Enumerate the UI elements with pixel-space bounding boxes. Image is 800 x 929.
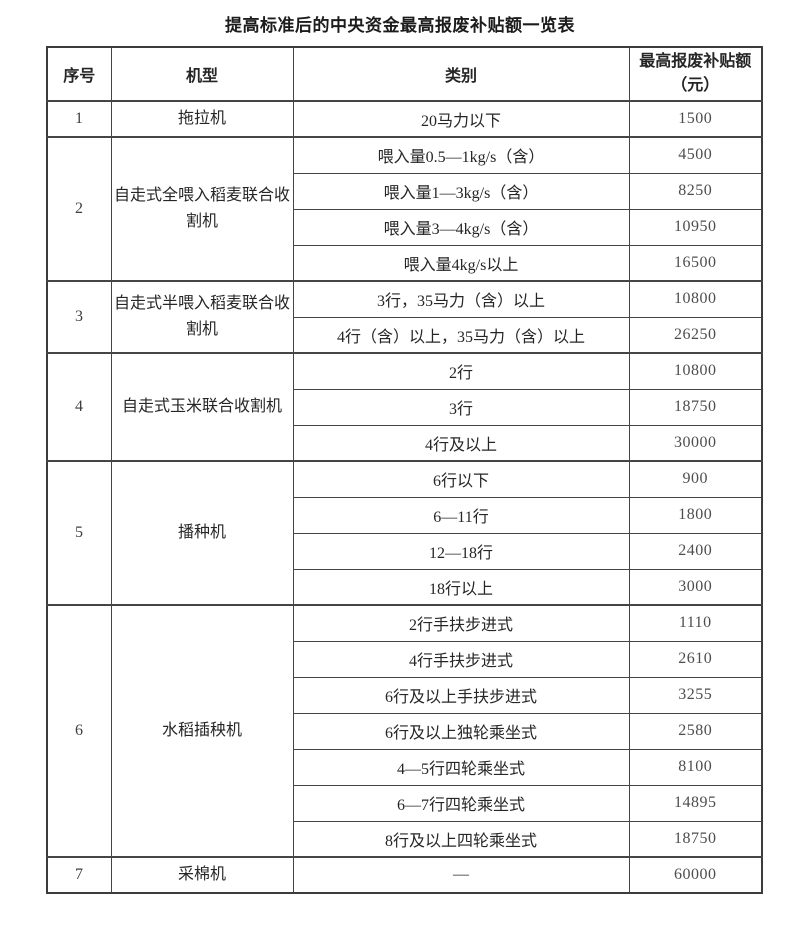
header-cell-serial: 序号 [46,46,112,102]
table-row: 3行 18750 [47,388,763,426]
category-cell: 4行及以上 [292,424,630,462]
amount-cell: 2580 [628,712,763,750]
amount-cell: 26250 [628,316,763,354]
amount-cell: 8100 [628,748,763,786]
table-row: 4行（含）以上，35马力（含）以上 26250 [47,316,763,354]
machine-type-cell: 采棉机 [110,856,294,894]
table-row: 6行及以上手扶步进式 3255 [47,676,763,714]
table-row: 6—11行 1800 [47,496,763,534]
amount-cell: 4500 [628,136,763,174]
machine-type-cell: 自走式玉米联合收割机 [110,352,294,462]
table-row: 4行及以上 30000 [47,424,763,462]
amount-cell: 3000 [628,568,763,606]
category-cell: 3行 [292,388,630,426]
table-row: 8行及以上四轮乘坐式 18750 [47,820,763,858]
amount-cell: 3255 [628,676,763,714]
category-cell: 6行以下 [292,460,630,498]
category-cell: 4行手扶步进式 [292,640,630,678]
table-row: 12—18行 2400 [47,532,763,570]
amount-cell: 30000 [628,424,763,462]
serial-number-cell: 7 [46,856,112,894]
table-row: 6行及以上独轮乘坐式 2580 [47,712,763,750]
machine-type-cell: 播种机 [110,460,294,606]
category-cell: 喂入量0.5—1kg/s（含） [292,136,630,174]
amount-cell: 16500 [628,244,763,282]
table-row: 喂入量4kg/s以上 16500 [47,244,763,282]
serial-number-cell: 4 [46,352,112,462]
table-row: 5 播种机 6行以下 900 [46,460,763,606]
table-row: 6 水稻插秧机 2行手扶步进式 1110 [46,604,763,858]
machine-type-cell: 自走式半喂入稻麦联合收割机 [110,280,294,354]
amount-cell: 900 [628,460,763,498]
table-row: 3 自走式半喂入稻麦联合收割机 3行，35马力（含）以上 10800 [46,280,763,354]
amount-cell: 14895 [628,784,763,822]
category-cell: 2行 [292,352,630,390]
amount-cell: 1500 [628,100,763,138]
category-cell: 12—18行 [292,532,630,570]
table-row: 18行以上 3000 [47,568,763,606]
subsidy-table: 序号 机型 类别 最高报废补贴额（元） 1 拖拉机 20马力以下 1500 2 自走式全喂… [46,46,763,894]
serial-number-cell: 1 [46,100,112,138]
category-cell: 6行及以上手扶步进式 [292,676,630,714]
serial-number-cell: 2 [46,136,112,282]
serial-number-cell: 5 [46,460,112,606]
amount-cell: 1110 [628,604,763,642]
table-row: 6—7行四轮乘坐式 14895 [47,784,763,822]
table-row: 4—5行四轮乘坐式 8100 [47,748,763,786]
amount-cell: 10800 [628,352,763,390]
amount-cell: 18750 [628,388,763,426]
machine-type-cell: 水稻插秧机 [110,604,294,858]
page-title: 提高标准后的中央资金最高报废补贴额一览表 [225,16,575,35]
amount-cell: 2610 [628,640,763,678]
table-row: 7 采棉机 —60000 [46,856,763,894]
category-cell: 3行，35马力（含）以上 [292,280,630,318]
category-cell: 喂入量3—4kg/s（含） [292,208,630,246]
category-cell: 喂入量1—3kg/s（含） [292,172,630,210]
table-row: 2 自走式全喂入稻麦联合收割机 喂入量0.5—1kg/s（含） 4500 [46,136,763,282]
category-cell: 6—7行四轮乘坐式 [292,784,630,822]
table-row: 1 拖拉机 20马力以下 1500 [46,100,763,138]
category-cell: 喂入量4kg/s以上 [292,244,630,282]
category-cell: — [292,856,630,894]
header-row: 序号 机型 类别 最高报废补贴额（元） [46,46,763,102]
category-cell: 2行手扶步进式 [292,604,630,642]
amount-cell: 1800 [628,496,763,534]
category-cell: 6行及以上独轮乘坐式 [292,712,630,750]
serial-number-cell: 3 [46,280,112,354]
amount-cell: 18750 [628,820,763,858]
amount-cell: 60000 [628,856,763,894]
header-cell-machine: 机型 [110,46,294,102]
table-row: 喂入量1—3kg/s（含） 8250 [47,172,763,210]
table-row: 4 自走式玉米联合收割机 2行 10800 [46,352,763,462]
category-cell: 8行及以上四轮乘坐式 [292,820,630,858]
table-body: 1 拖拉机 20马力以下 1500 2 自走式全喂入稻麦联合收割机 喂入量0.5—1kg/s… [46,100,763,894]
table-row: 喂入量3—4kg/s（含） 10950 [47,208,763,246]
serial-number-cell: 6 [46,604,112,858]
header-cell-category: 类别 [292,46,630,102]
category-cell: 6—11行 [292,496,630,534]
machine-type-cell: 自走式全喂入稻麦联合收割机 [110,136,294,282]
amount-cell: 10950 [628,208,763,246]
category-cell: 4行（含）以上，35马力（含）以上 [292,316,630,354]
machine-type-cell: 拖拉机 [110,100,294,138]
header-cell-amount: 最高报废补贴额（元） [628,46,763,102]
amount-cell: 2400 [628,532,763,570]
category-cell: 18行以上 [292,568,630,606]
category-cell: 4—5行四轮乘坐式 [292,748,630,786]
category-cell: 20马力以下 [292,100,630,138]
amount-cell: 10800 [628,280,763,318]
amount-cell: 8250 [628,172,763,210]
